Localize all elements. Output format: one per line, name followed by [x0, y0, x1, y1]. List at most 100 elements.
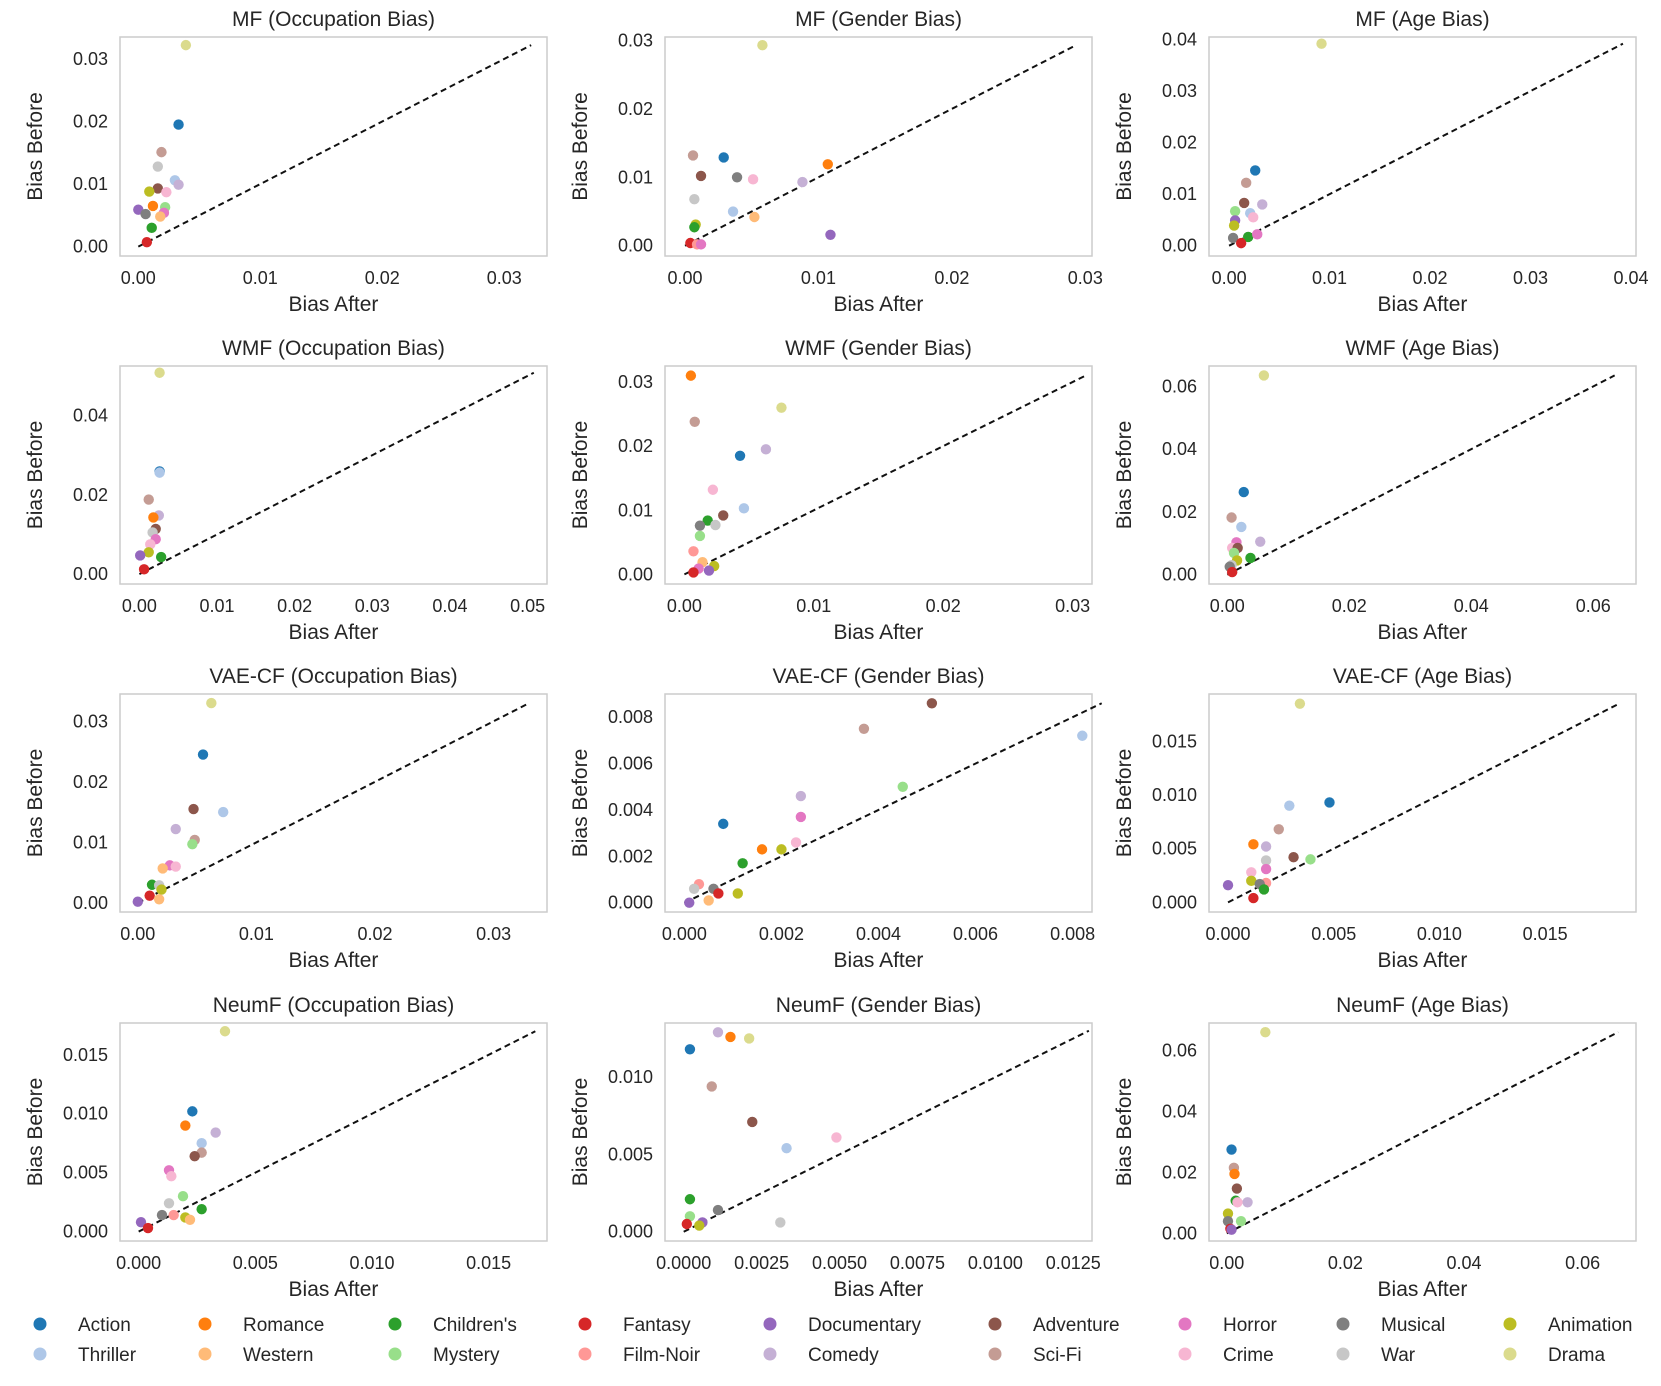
data-point-western [703, 895, 714, 906]
data-point-children-s [684, 1194, 696, 1205]
plot-frame [119, 1022, 548, 1242]
x-tick-label: 0.002 [759, 924, 804, 944]
data-point-action [1226, 1144, 1237, 1155]
legend-marker [763, 1317, 777, 1331]
data-point-war [152, 161, 164, 172]
y-tick-label: 0.04 [73, 406, 108, 426]
legend-label: Western [243, 1345, 313, 1366]
data-point-documentary [132, 896, 143, 907]
y-axis-label: Bias Before [24, 421, 47, 530]
legend-item-children-s: Children's [388, 1315, 517, 1336]
legend-label: Action [78, 1315, 131, 1336]
y-tick-label: 0.02 [73, 485, 108, 505]
data-point-animation [143, 547, 154, 558]
panel-title: WMF (Gender Bias) [785, 337, 972, 360]
data-point-children-s [155, 551, 167, 563]
y-axis-label: Bias Before [1113, 749, 1136, 858]
data-point-fantasy [1248, 892, 1259, 904]
data-point-animation [144, 186, 155, 197]
y-tick-label: 0.005 [63, 1163, 108, 1183]
legend-item-romance: Romance [198, 1315, 324, 1336]
data-point-children-s [1245, 552, 1256, 564]
data-point-drama [1260, 1026, 1271, 1038]
x-axis-label: Bias After [289, 949, 379, 972]
panel-wmf-age-bias: 0.00 0.02 0.04 0.06 0.00 0.02 0.04 0.06 WMF (Age… [1113, 337, 1637, 644]
legend-label: War [1381, 1345, 1416, 1366]
legend-marker [988, 1317, 1002, 1331]
x-tick-label: 0.02 [365, 268, 400, 288]
panel-title: VAE-CF (Gender Bias) [773, 665, 985, 688]
legend-item-adventure: Adventure [988, 1315, 1120, 1336]
x-axis-label: Bias After [1378, 293, 1468, 316]
x-tick-label: 0.010 [1417, 924, 1462, 944]
legend-marker [33, 1347, 47, 1361]
x-tick-label: 0.01 [243, 268, 278, 288]
legend-item-comedy: Comedy [763, 1345, 879, 1366]
legend-label: Horror [1223, 1315, 1278, 1336]
diagonal-reference-line [1227, 702, 1620, 904]
data-point-drama [154, 367, 165, 378]
x-tick-label: 0.04 [1613, 268, 1648, 288]
data-point-western [749, 211, 760, 223]
y-axis-label: Bias Before [1113, 421, 1136, 530]
plot-frame [664, 365, 1093, 585]
data-point-mystery [694, 530, 706, 542]
legend-marker [1178, 1317, 1192, 1331]
x-tick-label: 0.05 [510, 596, 545, 616]
plot-frame [1208, 693, 1637, 913]
y-tick-label: 0.010 [608, 1067, 653, 1087]
y-tick-label: 0.002 [608, 846, 653, 866]
x-tick-label: 0.00 [122, 596, 157, 616]
y-tick-label: 0.010 [63, 1104, 108, 1124]
data-point-documentary [1226, 1224, 1237, 1235]
legend-item-action: Action [33, 1315, 131, 1336]
x-tick-label: 0.0000 [656, 1253, 711, 1273]
data-point-action [718, 152, 729, 163]
data-point-adventure [718, 510, 729, 521]
data-point-musical [1227, 232, 1239, 244]
data-point-sci-fi [1273, 824, 1284, 835]
x-tick-label: 0.0050 [812, 1253, 867, 1273]
data-point-adventure [1231, 1183, 1243, 1194]
x-axis-label: Bias After [1378, 621, 1468, 644]
x-axis-label: Bias After [289, 1278, 379, 1301]
y-tick-label: 0.005 [1152, 839, 1197, 859]
y-tick-label: 0.00 [73, 893, 108, 913]
x-tick-label: 0.0025 [734, 1253, 789, 1273]
y-axis-label: Bias Before [569, 749, 592, 858]
y-tick-label: 0.02 [1162, 133, 1197, 153]
panel-title: MF (Gender Bias) [795, 8, 962, 31]
y-tick-label: 0.00 [73, 237, 108, 257]
data-point-children-s [737, 858, 748, 869]
data-point-thriller [196, 1137, 207, 1149]
panel-mf-age-bias: 0.00 0.01 0.02 0.03 0.04 0.00 0.01 0.02 0.03 0.04… [1113, 8, 1648, 316]
y-tick-label: 0.01 [1162, 184, 1197, 204]
data-point-fantasy [688, 567, 699, 578]
y-tick-label: 0.01 [73, 174, 108, 194]
legend-item-fantasy: Fantasy [578, 1315, 691, 1336]
data-point-crime [170, 861, 181, 872]
x-axis-label: Bias After [834, 293, 924, 316]
data-point-sci-fi [1240, 177, 1252, 189]
data-point-romance [1248, 839, 1259, 850]
data-point-thriller [738, 503, 750, 514]
data-point-comedy [1255, 536, 1266, 547]
data-point-crime [145, 539, 156, 550]
data-point-sci-fi [1226, 512, 1237, 523]
diagonal-reference-line [683, 702, 1103, 904]
data-point-mystery [897, 781, 908, 792]
panel-neumf-occupation-bias: 0.000 0.005 0.010 0.015 0.000 0.005 0.010 0.015… [24, 994, 548, 1301]
data-point-animation [1228, 220, 1240, 231]
panel-neumf-age-bias: 0.00 0.02 0.04 0.06 0.00 0.02 0.04 0.06 NeumF (A… [1113, 994, 1637, 1301]
data-point-adventure [926, 698, 938, 709]
y-tick-label: 0.03 [73, 49, 108, 69]
data-point-adventure [152, 183, 164, 194]
data-point-action [1250, 165, 1261, 176]
y-tick-label: 0.04 [1162, 439, 1197, 459]
data-point-western [184, 1214, 196, 1225]
y-tick-label: 0.02 [73, 772, 108, 792]
data-point-romance [725, 1031, 736, 1043]
x-tick-label: 0.02 [1413, 268, 1448, 288]
plot-frame [119, 36, 548, 257]
x-tick-label: 0.03 [1068, 268, 1103, 288]
